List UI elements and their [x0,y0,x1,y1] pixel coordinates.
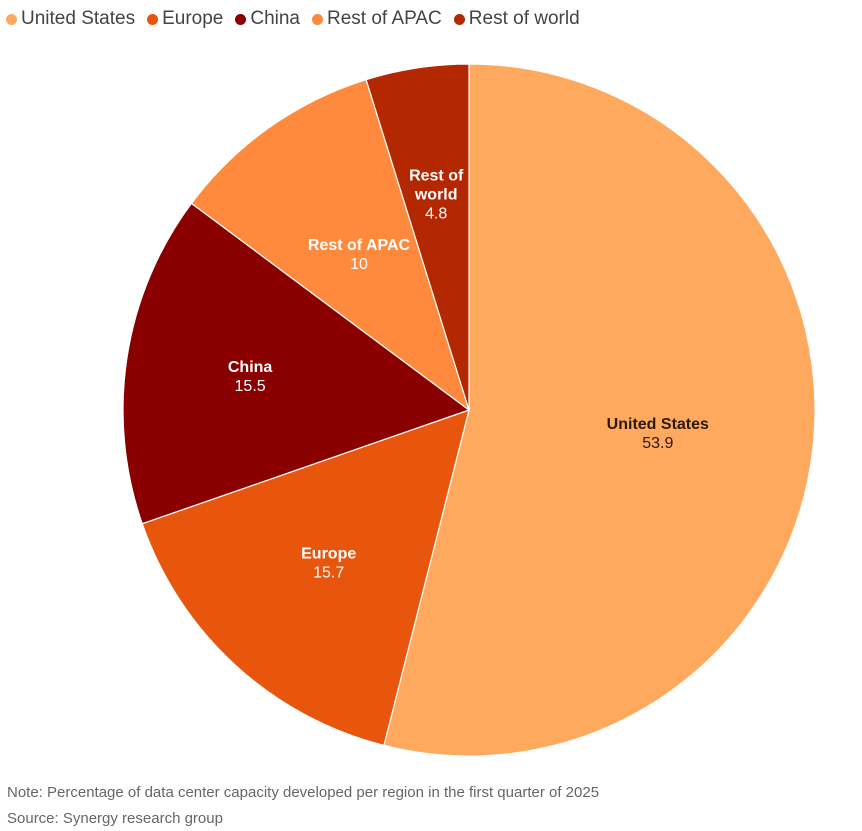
chart-source: Source: Synergy research group [7,810,223,827]
legend-item-europe: Europe [147,8,223,30]
legend-item-united-states: United States [6,8,135,30]
legend-label-europe: Europe [162,8,224,29]
pie-slice-rest-of-world [365,63,470,411]
slice-label-europe: Europe [301,546,356,563]
legend-item-rest-of-apac: Rest of APAC [312,8,442,30]
pie-slice-united-states [383,63,816,757]
slice-value-europe: 15.7 [313,565,344,582]
slice-label-rest-of-apac: Rest of APAC [308,237,411,254]
legend-label-china: China [250,8,301,29]
pie-slices [122,63,816,757]
slice-label-united-states: United States [607,416,709,433]
legend-label-rest-of-apac: Rest of APAC [327,8,442,29]
legend-swatch-united-states [6,13,17,25]
legend-label-rest-of-world: Rest of world [468,8,580,29]
pie-slice-china [122,202,470,525]
legend-swatch-rest-of-world [453,13,465,25]
chart-note: Note: Percentage of data center capacity… [7,784,600,801]
legend-item-rest-of-world: Rest of world [453,8,580,30]
legend-swatch-europe [147,13,159,25]
pie-slice-rest-of-apac [190,79,470,411]
legend-swatch-rest-of-apac [312,13,324,25]
pie-slice-europe [141,409,470,746]
slice-value-united-states: 53.9 [642,435,673,452]
slice-value-rest-of-apac: 10 [350,256,368,273]
pie-labels: United States 53.9 Europe 15.7 China 15.5 Rest… [228,168,709,582]
slice-label-rest-of-world: Rest of world [409,168,464,204]
slice-value-china: 15.5 [235,378,266,395]
legend-swatch-china [235,13,247,25]
slice-value-rest-of-world: 4.8 [425,206,447,223]
legend-label-united-states: United States [21,8,136,29]
chart-legend: United States Europe China Rest of APAC … [6,8,592,30]
slice-label-china: China [228,359,273,376]
legend-item-china: China [235,8,300,30]
